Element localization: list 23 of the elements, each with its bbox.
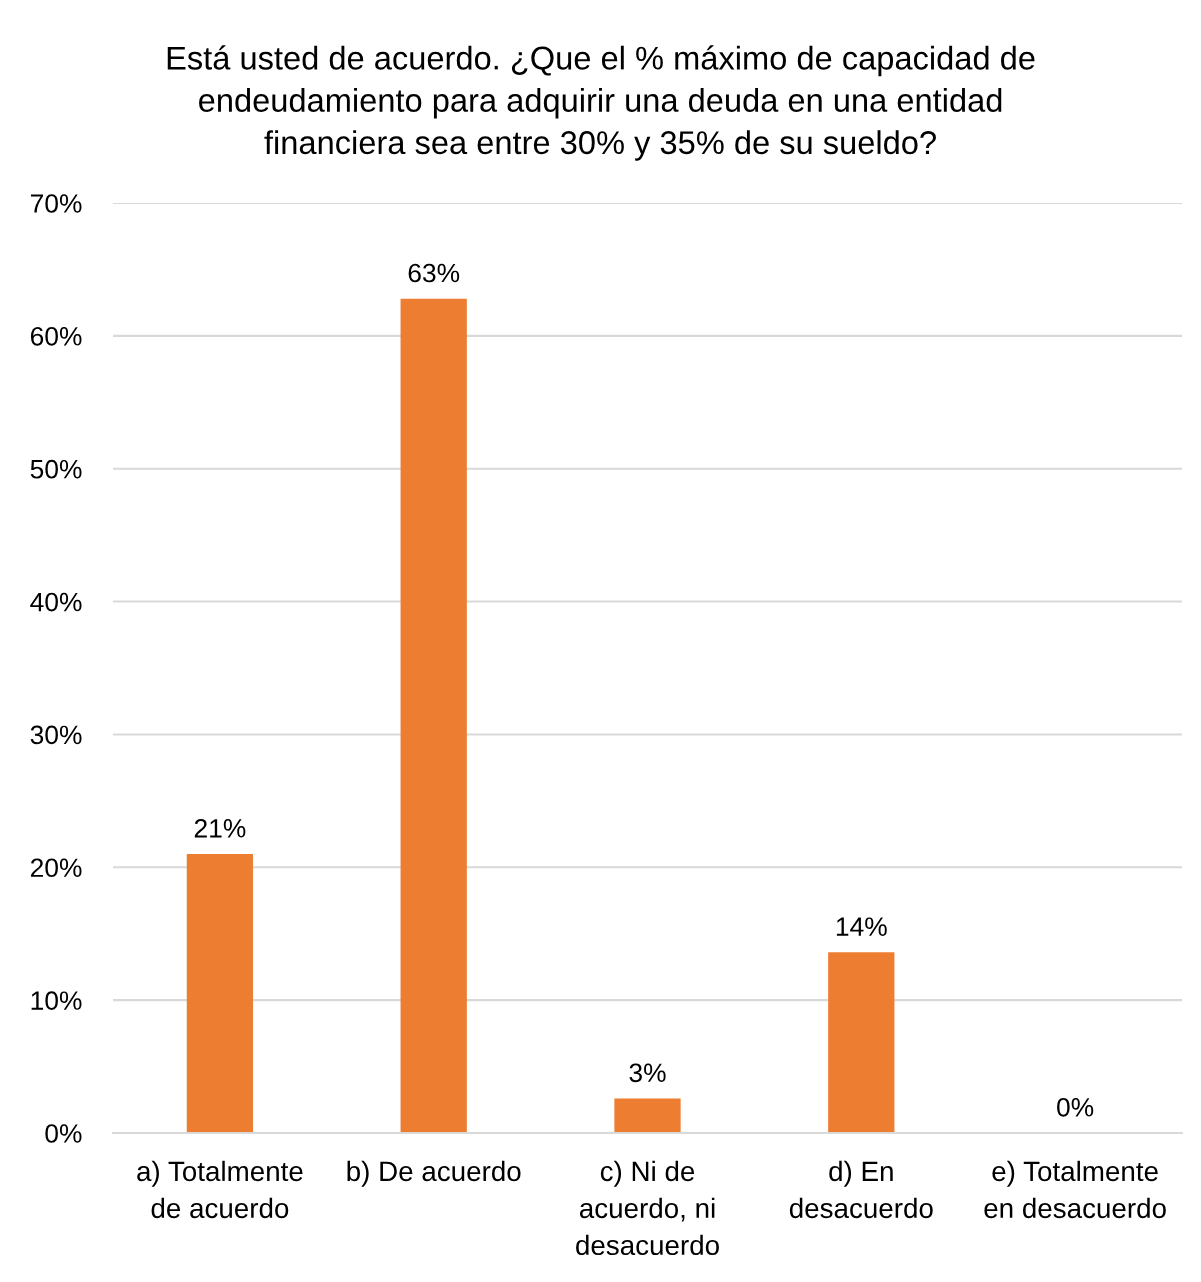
x-tick-label: b) De acuerdo	[347, 1160, 521, 1187]
bar	[400, 298, 467, 1133]
y-tick-label: 30%	[30, 725, 82, 745]
data-label: 14%	[836, 917, 887, 936]
y-tick-label: 20%	[30, 858, 82, 878]
y-tick-label: 0%	[45, 1124, 82, 1143]
x-tick-label: a) Totalmente de acuerdo	[137, 1160, 303, 1219]
data-label: 21%	[194, 818, 246, 838]
bar	[828, 952, 895, 1133]
x-tick-label: e) Totalmente en desacuerdo	[984, 1160, 1166, 1219]
y-tick-label: 70%	[30, 194, 82, 213]
y-tick-label: 60%	[30, 326, 82, 346]
x-tick-label: d) En desacuerdo	[789, 1160, 933, 1219]
chart-title: Está usted de acuerdo. ¿Que el % máximo de capacidad de endeudamiento para adquirir una deuda en una entidad financiera sea entre 30% y 35% de su sueldo?	[167, 45, 1035, 161]
bar	[186, 854, 254, 1133]
y-tick-label: 40%	[30, 592, 82, 612]
y-tick-label: 50%	[30, 459, 82, 479]
y-tick-label: 10%	[31, 991, 82, 1010]
x-tick-label: c) Ni de acuerdo, ni desacuerdo	[576, 1160, 719, 1256]
data-label: 3%	[629, 1063, 666, 1083]
bar	[614, 1098, 681, 1133]
data-label: 63%	[408, 263, 460, 283]
data-label: 0%	[1057, 1097, 1094, 1117]
